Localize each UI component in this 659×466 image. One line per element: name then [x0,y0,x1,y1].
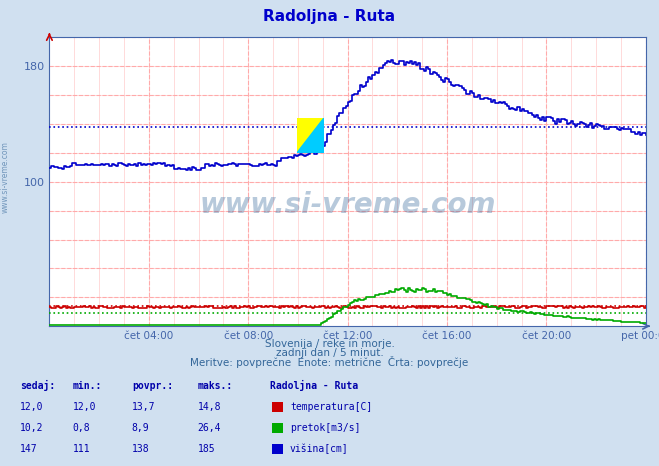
Text: Slovenija / reke in morje.: Slovenija / reke in morje. [264,339,395,349]
Polygon shape [297,118,324,153]
Text: temperatura[C]: temperatura[C] [290,402,372,412]
Text: 26,4: 26,4 [198,423,221,433]
Text: 138: 138 [132,444,150,454]
Text: Radoljna - Ruta: Radoljna - Ruta [270,380,358,391]
Text: 10,2: 10,2 [20,423,43,433]
Text: sedaj:: sedaj: [20,380,55,391]
Text: maks.:: maks.: [198,381,233,391]
Text: 185: 185 [198,444,215,454]
Text: povpr.:: povpr.: [132,381,173,391]
Text: min.:: min.: [72,381,102,391]
Text: 12,0: 12,0 [72,402,96,412]
Text: 0,8: 0,8 [72,423,90,433]
Text: Radoljna - Ruta: Radoljna - Ruta [264,9,395,24]
Text: 13,7: 13,7 [132,402,156,412]
Text: 147: 147 [20,444,38,454]
Text: 8,9: 8,9 [132,423,150,433]
Text: 111: 111 [72,444,90,454]
Polygon shape [297,118,324,153]
Text: Meritve: povprečne  Enote: metrične  Črta: povprečje: Meritve: povprečne Enote: metrične Črta:… [190,356,469,368]
Text: www.si-vreme.com: www.si-vreme.com [1,141,10,213]
Text: zadnji dan / 5 minut.: zadnji dan / 5 minut. [275,349,384,358]
Text: 12,0: 12,0 [20,402,43,412]
Text: pretok[m3/s]: pretok[m3/s] [290,423,360,433]
Text: višina[cm]: višina[cm] [290,444,349,454]
Text: 14,8: 14,8 [198,402,221,412]
Text: www.si-vreme.com: www.si-vreme.com [200,191,496,219]
